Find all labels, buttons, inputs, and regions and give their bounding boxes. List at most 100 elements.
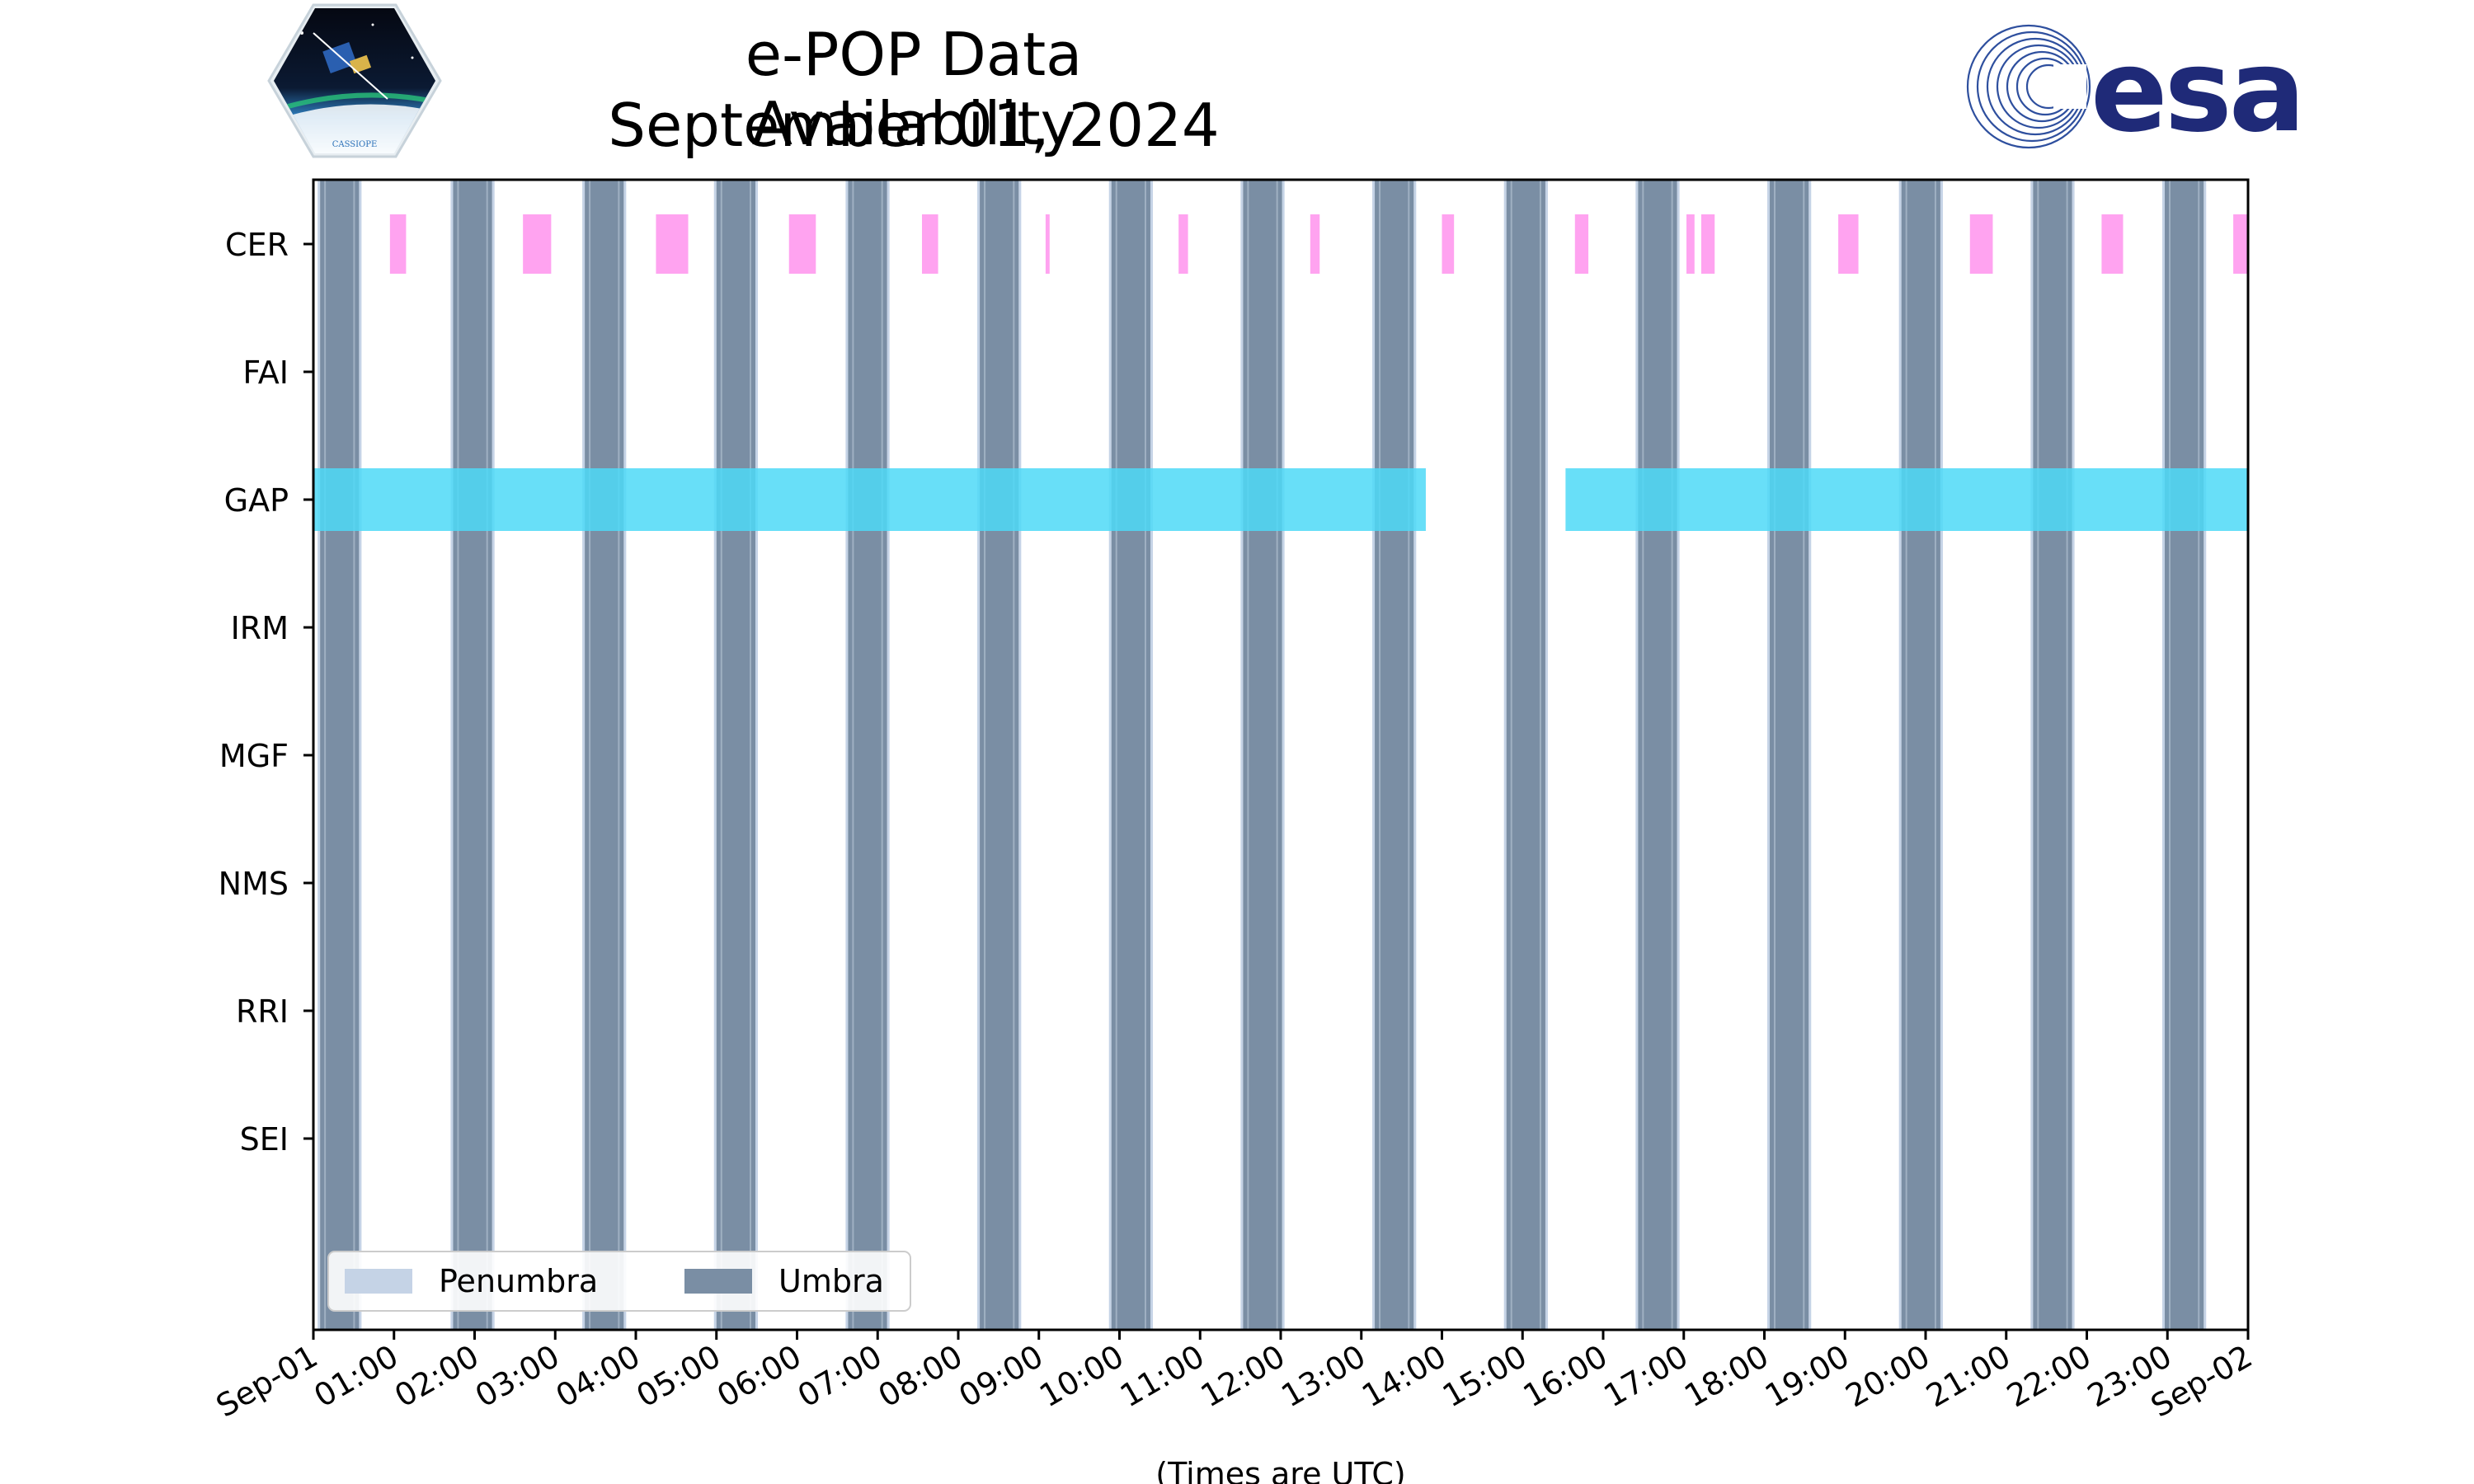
x-tick-label-15: 15:00 bbox=[1437, 1338, 1533, 1415]
penumbra-band-9 bbox=[1503, 180, 1507, 1330]
legend-swatch-penumbra bbox=[345, 1269, 412, 1294]
availability-bar-cer-2 bbox=[656, 214, 689, 274]
penumbra-band-14-end bbox=[2204, 180, 2207, 1330]
y-tick-label-mgf: MGF bbox=[219, 738, 289, 774]
penumbra-band-3-end bbox=[755, 180, 758, 1330]
availability-bar-cer-12 bbox=[1838, 214, 1859, 274]
x-tick-label-0: Sep-01 bbox=[210, 1338, 324, 1425]
availability-bar-cer-14 bbox=[2101, 214, 2124, 274]
x-tick-label-4: 04:00 bbox=[550, 1338, 647, 1415]
legend-label-umbra: Umbra bbox=[778, 1263, 884, 1299]
legend-swatch-umbra bbox=[684, 1269, 752, 1294]
x-tick-label-10: 10:00 bbox=[1033, 1338, 1130, 1415]
penumbra-band-0-end bbox=[359, 180, 362, 1330]
penumbra-band-8-end bbox=[1413, 180, 1417, 1330]
umbra-band-9 bbox=[1506, 180, 1545, 1330]
penumbra-band-12-end bbox=[1940, 180, 1943, 1330]
y-tick-label-fai: FAI bbox=[242, 355, 289, 391]
penumbra-band-6-end bbox=[1150, 180, 1153, 1330]
availability-bar-cer-9 bbox=[1574, 214, 1589, 274]
penumbra-band-2 bbox=[582, 180, 586, 1330]
chart-title-line-2: September 01, 2024 bbox=[608, 91, 1220, 160]
penumbra-band-8 bbox=[1372, 180, 1376, 1330]
umbra-band-1 bbox=[453, 180, 492, 1330]
x-tick-label-18: 18:00 bbox=[1678, 1338, 1775, 1415]
availability-bar-cer-13 bbox=[1969, 214, 1993, 274]
chart-title-line-1: e-POP Data Availability bbox=[745, 20, 1083, 158]
y-tick-label-sei: SEI bbox=[240, 1121, 289, 1158]
penumbra-band-11 bbox=[1767, 180, 1771, 1330]
x-tick-label-12: 12:00 bbox=[1195, 1338, 1291, 1415]
penumbra-band-6 bbox=[1108, 180, 1112, 1330]
y-tick-label-nms: NMS bbox=[219, 866, 289, 902]
x-tick-label-17: 17:00 bbox=[1597, 1338, 1694, 1415]
umbra-band-12 bbox=[1901, 180, 1940, 1330]
availability-bar-gap-0 bbox=[313, 468, 1426, 531]
umbra-band-0 bbox=[320, 180, 360, 1330]
y-tick-label-irm: IRM bbox=[231, 610, 289, 646]
availability-bar-gap-1 bbox=[1565, 468, 2248, 531]
penumbra-band-7 bbox=[1240, 180, 1244, 1330]
umbra-band-14 bbox=[2164, 180, 2204, 1330]
availability-bar-cer-5 bbox=[1045, 214, 1050, 274]
penumbra-band-5 bbox=[977, 180, 981, 1330]
esa-logo-icon: esa bbox=[1966, 24, 2306, 157]
penumbra-band-13 bbox=[2030, 180, 2034, 1330]
umbra-band-13 bbox=[2033, 180, 2072, 1330]
x-tick-label-19: 19:00 bbox=[1759, 1338, 1856, 1415]
availability-bar-cer-11 bbox=[1700, 214, 1715, 274]
availability-bar-cer-10 bbox=[1686, 214, 1695, 274]
umbra-band-5 bbox=[980, 180, 1019, 1330]
x-tick-label-22: 22:00 bbox=[2001, 1338, 2097, 1415]
umbra-band-10 bbox=[1638, 180, 1677, 1330]
umbra-band-7 bbox=[1243, 180, 1282, 1330]
x-tick-label-13: 13:00 bbox=[1275, 1338, 1371, 1415]
x-axis-label: (Times are UTC) bbox=[1155, 1456, 1405, 1484]
penumbra-band-11-end bbox=[1808, 180, 1812, 1330]
penumbra-band-4-end bbox=[887, 180, 890, 1330]
legend-box bbox=[327, 1251, 911, 1312]
x-tick-label-3: 03:00 bbox=[469, 1338, 566, 1415]
availability-bar-cer-0 bbox=[389, 214, 407, 274]
penumbra-band-1 bbox=[450, 180, 454, 1330]
legend: Penumbra Umbra bbox=[327, 1251, 911, 1312]
umbra-band-8 bbox=[1375, 180, 1414, 1330]
umbra-band-11 bbox=[1770, 180, 1809, 1330]
availability-bar-cer-15 bbox=[2233, 214, 2248, 274]
cassiope-logo-text: CASSIOPE bbox=[332, 140, 378, 149]
umbra-band-3 bbox=[716, 180, 755, 1330]
x-tick-label-1: 01:00 bbox=[308, 1338, 404, 1415]
y-tick-label-rri: RRI bbox=[236, 993, 289, 1030]
x-tick-label-2: 02:00 bbox=[388, 1338, 485, 1415]
x-tick-label-8: 08:00 bbox=[872, 1338, 969, 1415]
penumbra-band-13-end bbox=[2072, 180, 2075, 1330]
penumbra-band-14 bbox=[2161, 180, 2165, 1330]
x-tick-label-6: 06:00 bbox=[711, 1338, 807, 1415]
penumbra-band-10-end bbox=[1677, 180, 1680, 1330]
legend-label-penumbra: Penumbra bbox=[439, 1263, 598, 1299]
availability-bar-cer-3 bbox=[788, 214, 816, 274]
x-tick-label-21: 21:00 bbox=[1920, 1338, 2016, 1415]
availability-bar-cer-7 bbox=[1310, 214, 1320, 274]
umbra-band-2 bbox=[585, 180, 624, 1330]
x-tick-label-14: 14:00 bbox=[1356, 1338, 1452, 1415]
penumbra-band-9-end bbox=[1545, 180, 1548, 1330]
y-tick-label-gap: GAP bbox=[224, 482, 289, 519]
penumbra-band-7-end bbox=[1282, 180, 1285, 1330]
availability-bar-cer-1 bbox=[523, 214, 552, 274]
penumbra-band-2-end bbox=[623, 180, 627, 1330]
penumbra-band-3 bbox=[713, 180, 717, 1330]
x-tick-label-16: 16:00 bbox=[1517, 1338, 1614, 1415]
x-tick-label-11: 11:00 bbox=[1114, 1338, 1211, 1415]
x-tick-label-5: 05:00 bbox=[630, 1338, 727, 1415]
availability-bar-cer-6 bbox=[1178, 214, 1188, 274]
penumbra-band-5-end bbox=[1018, 180, 1022, 1330]
penumbra-band-0 bbox=[317, 180, 321, 1330]
x-tick-label-9: 09:00 bbox=[952, 1338, 1049, 1415]
cassiope-mission-badge-icon: CASSIOPE bbox=[267, 3, 442, 158]
penumbra-band-12 bbox=[1898, 180, 1902, 1330]
x-tick-label-20: 20:00 bbox=[1840, 1338, 1936, 1415]
x-tick-label-7: 07:00 bbox=[792, 1338, 888, 1415]
availability-bar-cer-4 bbox=[922, 214, 938, 274]
